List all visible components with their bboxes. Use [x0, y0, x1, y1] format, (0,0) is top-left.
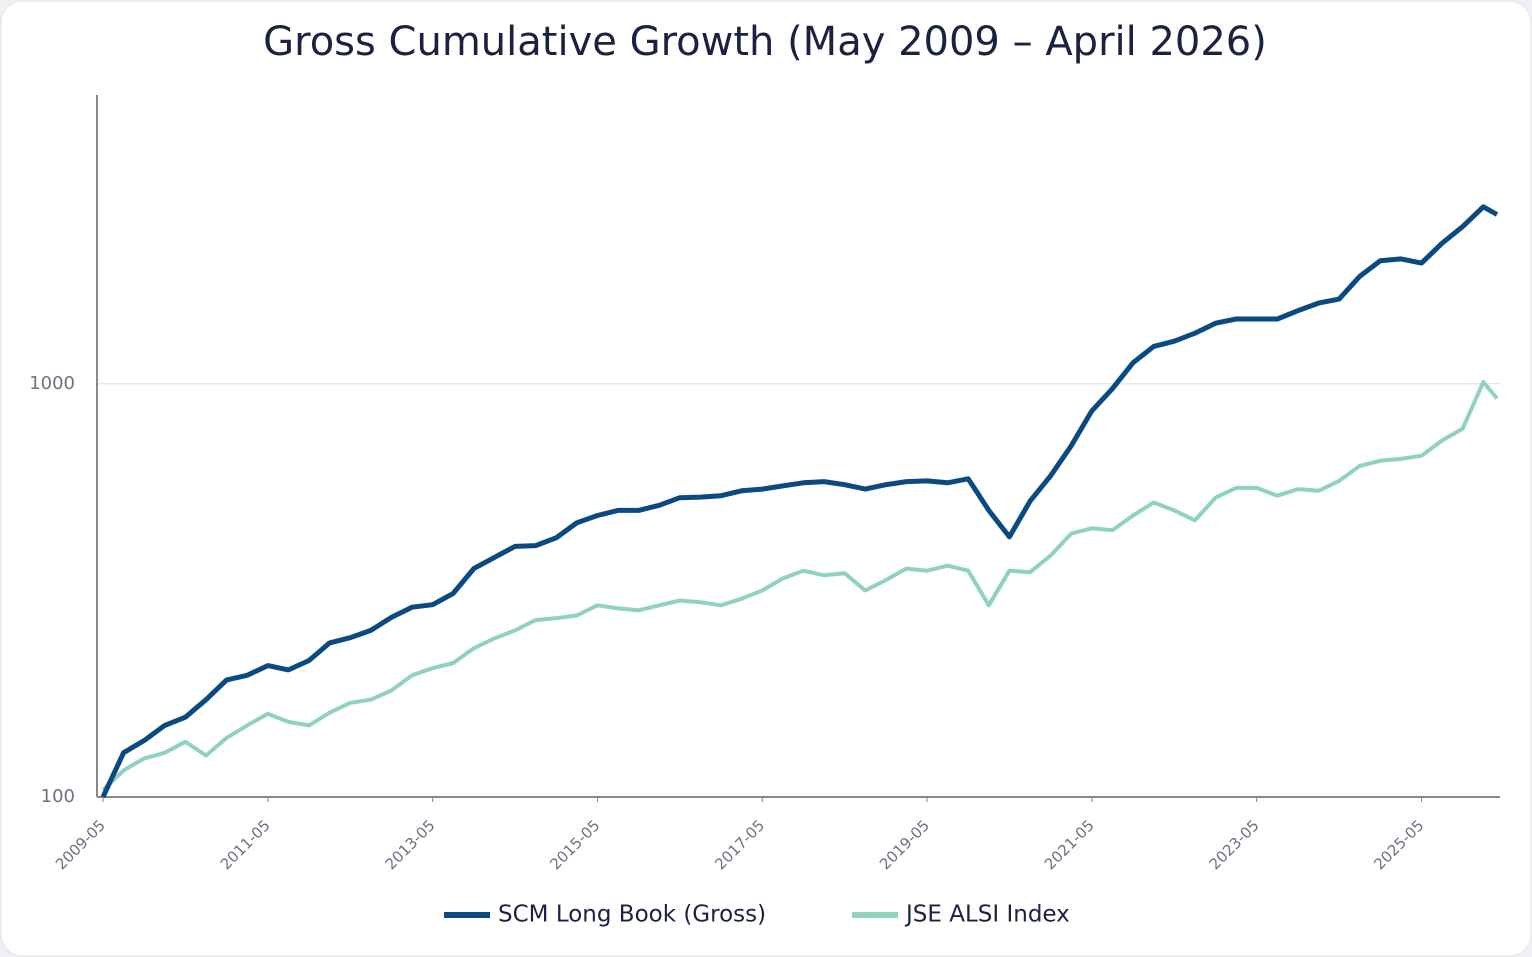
legend-label: JSE ALSI Index: [904, 902, 1070, 928]
y-tick-label: 100: [41, 786, 75, 807]
series-line: [101, 380, 1499, 792]
chart-title: Gross Cumulative Growth (May 2009 – Apri…: [263, 19, 1267, 65]
legend-label: SCM Long Book (Gross): [498, 902, 766, 928]
y-tick-label: 1000: [29, 373, 75, 394]
series-line: [100, 204, 1499, 799]
